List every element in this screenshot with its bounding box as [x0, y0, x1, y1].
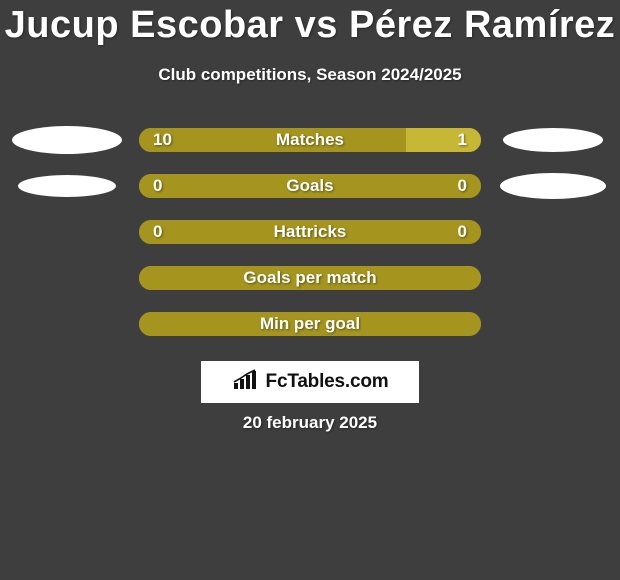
- stat-bar: Min per goal: [139, 312, 481, 336]
- stat-bar: 0 Hattricks 0: [139, 220, 481, 244]
- logo-box: FcTables.com: [201, 361, 419, 403]
- stat-row-goals: 0 Goals 0: [0, 163, 620, 209]
- left-badge-slot: [7, 175, 127, 197]
- stat-label: Goals: [139, 174, 481, 198]
- page-title: Jucup Escobar vs Pérez Ramírez: [0, 4, 620, 47]
- stat-label: Matches: [139, 128, 481, 152]
- vs-separator: vs: [295, 4, 338, 46]
- stat-label: Hattricks: [139, 220, 481, 244]
- player1-badge-ellipse: [18, 175, 116, 197]
- stat-value-right: 0: [458, 220, 467, 244]
- logo-text: FcTables.com: [266, 371, 389, 393]
- stat-value-right: 1: [458, 128, 467, 152]
- stat-row-gpm: Goals per match: [0, 255, 620, 301]
- comparison-widget: Jucup Escobar vs Pérez Ramírez Club comp…: [0, 0, 620, 433]
- subtitle: Club competitions, Season 2024/2025: [0, 65, 620, 85]
- player2-badge-ellipse: [500, 173, 606, 199]
- stat-value-right: 0: [458, 174, 467, 198]
- stat-label: Goals per match: [139, 266, 481, 290]
- stat-label: Min per goal: [139, 312, 481, 336]
- player2-badge-ellipse: [503, 128, 603, 152]
- stat-row-matches: 10 Matches 1: [0, 117, 620, 163]
- stat-bar: Goals per match: [139, 266, 481, 290]
- stat-row-hattricks: 0 Hattricks 0: [0, 209, 620, 255]
- player1-badge-ellipse: [12, 126, 122, 154]
- right-badge-slot: [493, 173, 613, 199]
- player2-name: Pérez Ramírez: [349, 4, 615, 46]
- right-badge-slot: [493, 128, 613, 152]
- stat-rows: 10 Matches 1 0 Goals 0: [0, 117, 620, 347]
- stat-bar: 0 Goals 0: [139, 174, 481, 198]
- player1-name: Jucup Escobar: [5, 4, 284, 46]
- stat-row-mpg: Min per goal: [0, 301, 620, 347]
- chart-icon: [232, 369, 260, 396]
- stat-bar: 10 Matches 1: [139, 128, 481, 152]
- left-badge-slot: [7, 126, 127, 154]
- date-line: 20 february 2025: [0, 413, 620, 433]
